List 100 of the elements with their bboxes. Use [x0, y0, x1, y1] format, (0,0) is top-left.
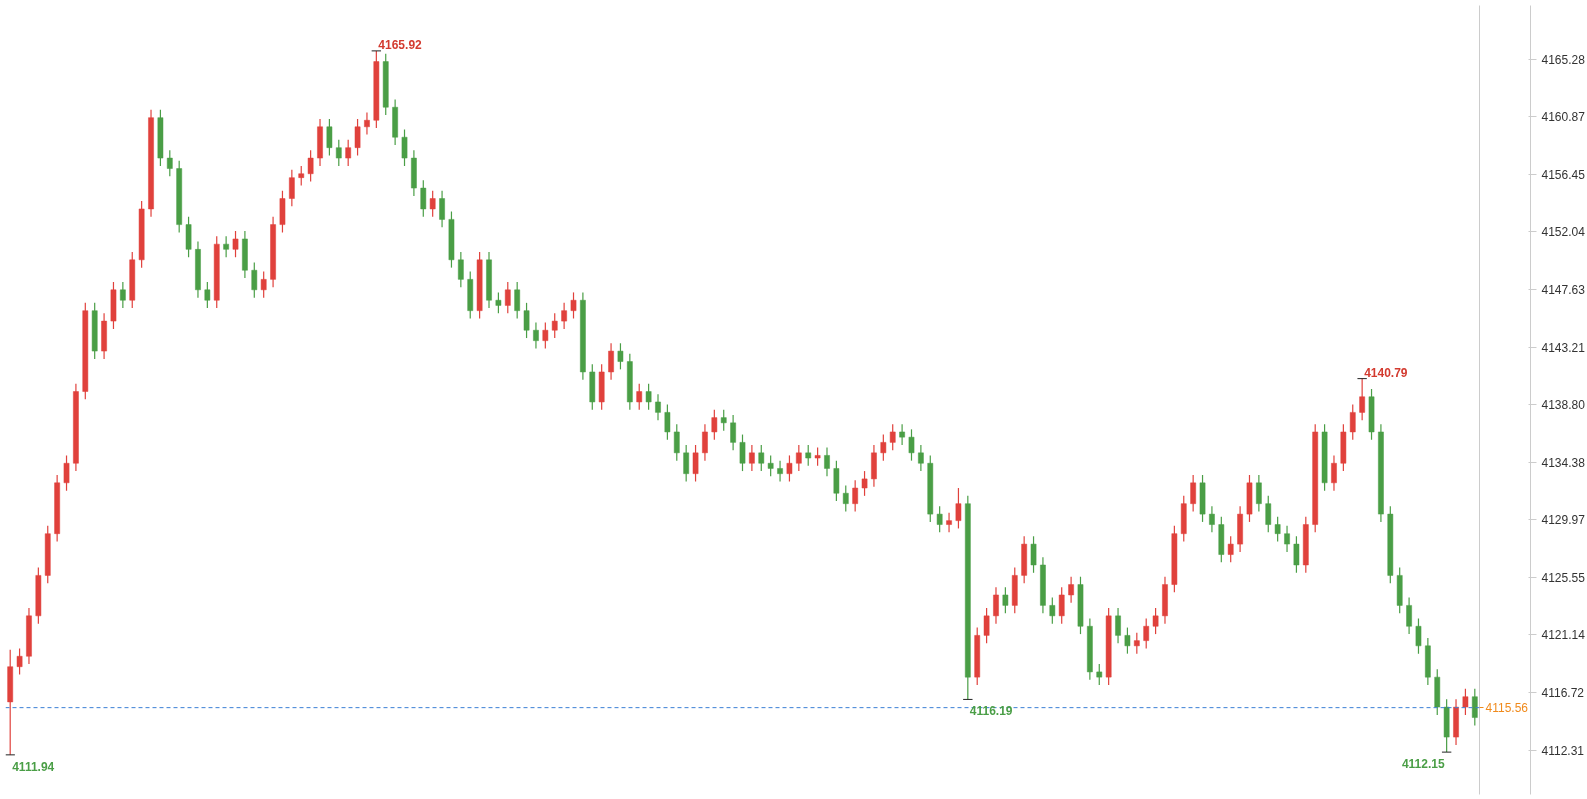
candlestick [880, 433, 887, 462]
candlestick [1068, 576, 1074, 604]
candlestick [861, 470, 868, 497]
candlestick [655, 393, 661, 421]
candlestick [542, 321, 549, 350]
candlestick [458, 251, 464, 288]
candlestick [1058, 586, 1065, 625]
candlestick [1124, 626, 1131, 655]
candlestick [298, 165, 305, 187]
candlestick [364, 111, 370, 136]
y-tick-label: 4125.55 [1541, 570, 1586, 585]
candlestick [936, 505, 943, 533]
candlestick [608, 342, 614, 381]
candlestick [232, 230, 239, 258]
candlestick [551, 312, 558, 339]
candlestick [749, 444, 755, 472]
candlestick [439, 190, 445, 228]
candlestick [251, 261, 258, 299]
candlestick [1133, 632, 1140, 655]
candlestick [420, 179, 427, 218]
candlestick [289, 169, 295, 207]
y-tick-label: 4116.72 [1541, 686, 1585, 701]
candlestick [1096, 663, 1103, 686]
candlestick [204, 281, 211, 309]
candlestick [401, 128, 408, 167]
ref-line-label: 4115.56 [1485, 701, 1529, 716]
candlestick [1115, 607, 1121, 644]
candlestick [683, 444, 689, 483]
candlestick [946, 512, 952, 533]
candlestick [955, 487, 962, 530]
candlestick [1190, 474, 1196, 513]
candlestick [354, 118, 361, 157]
candlestick [1227, 535, 1234, 563]
candlestick [889, 423, 896, 451]
candlestick [993, 586, 999, 625]
y-tick-label: 4129.97 [1541, 513, 1586, 528]
candlestick [852, 479, 858, 513]
candlestick [702, 423, 708, 462]
candlestick [166, 149, 173, 177]
y-tick-label: 4160.87 [1541, 110, 1586, 125]
candlestick [326, 118, 333, 157]
y-tick-label: 4138.80 [1541, 398, 1586, 413]
candlestick [711, 409, 718, 441]
candlestick [1143, 617, 1150, 650]
annotation: 4112.15 [1401, 757, 1445, 772]
candlestick [824, 447, 830, 477]
annotation: 4116.19 [969, 704, 1013, 719]
candlestick [120, 281, 126, 309]
candlestick [335, 139, 342, 167]
y-tick-label: 4143.21 [1541, 340, 1586, 355]
y-tick-label: 4134.38 [1541, 455, 1586, 470]
y-tick-label: 4121.14 [1541, 628, 1586, 643]
candlestick [16, 647, 23, 676]
y-tick-label: 4165.28 [1541, 52, 1586, 67]
candlestick [796, 444, 802, 472]
candlestick [814, 447, 821, 467]
candlestick [533, 321, 539, 350]
candlestick [767, 454, 774, 477]
candlestick [786, 454, 793, 483]
candlestick [223, 235, 229, 258]
annotation: 4140.79 [1364, 365, 1408, 380]
candlestick [63, 454, 70, 492]
candlestick [1349, 403, 1356, 441]
candlestick [645, 383, 652, 411]
candlestick [739, 433, 746, 472]
annotation: 4111.94 [12, 759, 55, 774]
candlestick [842, 484, 849, 513]
candlestick [1284, 525, 1290, 553]
y-tick-label: 4152.04 [1541, 225, 1586, 240]
candlestick [345, 139, 352, 167]
candlestick [1049, 596, 1056, 625]
candlestick [636, 383, 643, 411]
candlestick [777, 460, 783, 483]
candlestick [1256, 474, 1262, 513]
candlestick [617, 342, 624, 370]
candlestick [1462, 688, 1469, 716]
candlestick [1152, 607, 1159, 635]
candlestick [260, 270, 267, 299]
candlestick [1415, 617, 1422, 655]
candlestick [692, 444, 699, 483]
candlestick [664, 403, 671, 441]
candlestick [561, 302, 567, 330]
candlestick [730, 414, 736, 451]
candlestick [720, 409, 727, 432]
candlestick [908, 428, 915, 462]
candlestick [805, 444, 812, 467]
candlestick [514, 281, 521, 320]
candlestick [899, 423, 905, 446]
candlestick [1471, 688, 1478, 726]
candlestick [504, 281, 511, 314]
candlestick [673, 423, 680, 462]
candlestick [1406, 596, 1412, 635]
annotation: 4165.92 [378, 37, 423, 52]
candlestick [1209, 505, 1215, 533]
candlestick [307, 149, 314, 183]
candlestick [1293, 535, 1300, 574]
candlestick [495, 291, 502, 314]
candlestick [1002, 586, 1009, 614]
candlestick [1359, 378, 1365, 421]
candlestick [1265, 495, 1272, 533]
